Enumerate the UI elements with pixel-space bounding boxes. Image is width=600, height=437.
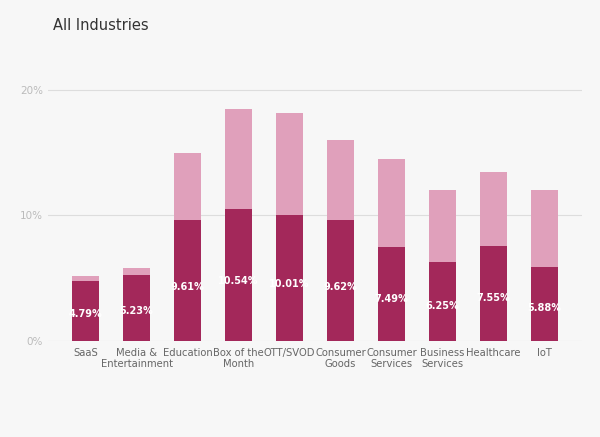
Bar — [429, 263, 456, 341]
Bar — [480, 172, 507, 341]
Bar — [72, 276, 99, 341]
Bar — [429, 191, 456, 341]
Bar — [531, 267, 558, 341]
Bar — [378, 247, 405, 341]
Text: 10.54%: 10.54% — [218, 276, 259, 286]
Text: 9.61%: 9.61% — [170, 281, 205, 291]
Text: All Industries: All Industries — [53, 18, 149, 33]
Text: 7.49%: 7.49% — [374, 294, 409, 304]
Bar — [327, 140, 354, 341]
Bar — [123, 268, 150, 341]
Text: 9.62%: 9.62% — [323, 281, 358, 291]
Bar — [225, 109, 252, 341]
Bar — [276, 113, 303, 341]
Text: 6.25%: 6.25% — [425, 301, 460, 311]
Bar — [174, 153, 201, 341]
Bar — [531, 191, 558, 341]
Bar — [378, 159, 405, 341]
Bar — [327, 220, 354, 341]
Text: 10.01%: 10.01% — [269, 279, 310, 289]
Text: 5.88%: 5.88% — [527, 303, 562, 313]
Bar — [276, 215, 303, 341]
Bar — [480, 246, 507, 341]
Bar — [174, 220, 201, 341]
Bar — [123, 275, 150, 341]
Bar — [225, 209, 252, 341]
Text: 4.79%: 4.79% — [68, 309, 103, 319]
Text: 7.55%: 7.55% — [476, 293, 511, 303]
Bar — [72, 281, 99, 341]
Text: 5.23%: 5.23% — [119, 306, 154, 316]
